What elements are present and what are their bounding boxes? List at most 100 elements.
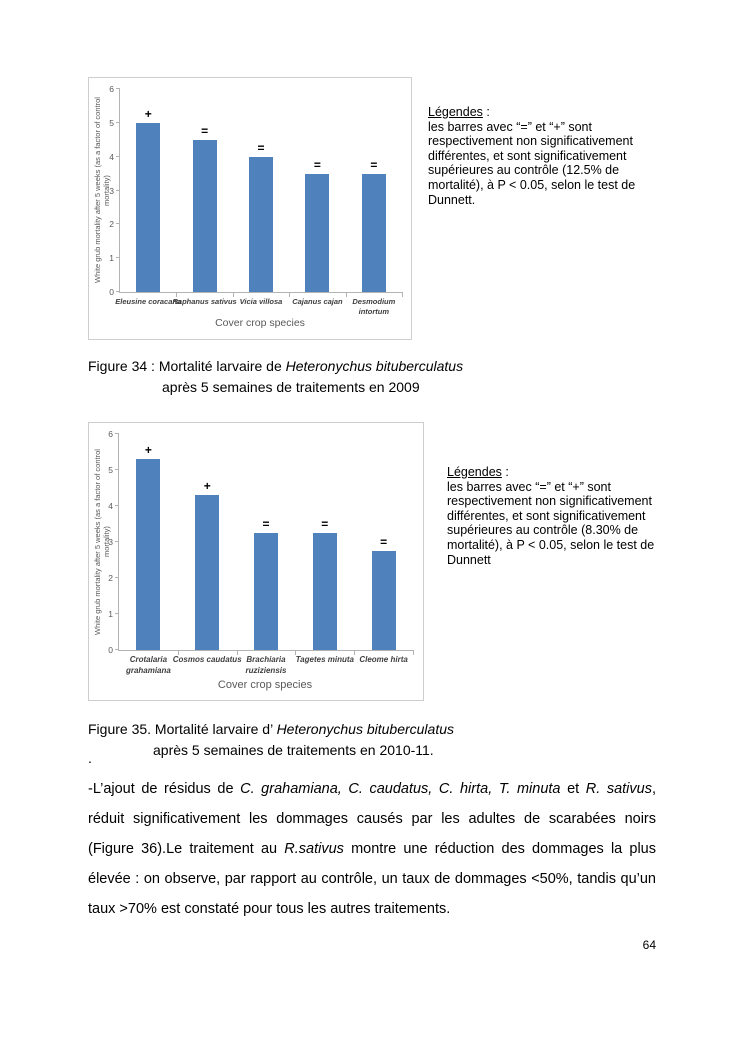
category-label: Vicia villosa	[225, 297, 297, 307]
y-tick-mark	[115, 505, 119, 507]
category-label: Crotalaria grahamiana	[111, 655, 186, 676]
bar-slot: = Cajanus cajan	[289, 89, 345, 306]
y-tick-mark	[116, 189, 120, 191]
bar	[192, 139, 217, 292]
caption-line-2: après 5 semaines de traitements en 2009	[162, 379, 420, 395]
bar-slot: + Crotalaria grahamiana	[119, 434, 178, 674]
bar-slot: = Vicia villosa	[233, 89, 289, 306]
bar	[249, 156, 274, 292]
y-tick-label: 1	[108, 609, 113, 620]
legend-line: supérieures au contrôle (12.5% de	[428, 163, 620, 178]
y-tick-label: 4	[108, 501, 113, 512]
y-tick-mark	[116, 155, 120, 157]
legend-line: Dunnett	[447, 552, 491, 567]
x-tick-mark	[413, 650, 414, 655]
significance-marker: =	[321, 517, 329, 531]
y-tick-label: 5	[108, 465, 113, 475]
y-tick-label: 6	[108, 429, 113, 439]
y-tick-label: 2	[108, 573, 113, 584]
x-tick-mark	[354, 650, 356, 655]
caption-line-1: Figure 34 : Mortalité larvaire de Hetero…	[88, 356, 463, 377]
y-tick-mark	[116, 121, 120, 123]
category-label: Cleome hirta	[346, 655, 421, 666]
category-label-line: Tagetes minuta	[295, 655, 354, 664]
species-name-italic: Heteronychus bituberculatus	[276, 721, 454, 737]
text-segment: Figure 34 : Mortalité larvaire de	[88, 358, 286, 374]
significance-marker: =	[380, 535, 388, 549]
bar	[361, 173, 386, 292]
significance-marker: +	[144, 443, 152, 458]
bar-slot: + Cosmos caudatus	[173, 434, 242, 664]
figure-35-chart: White grub mortality after 5 weeks (as a…	[88, 422, 424, 701]
y-tick-mark	[115, 649, 119, 650]
legend-line: mortalité), à P < 0.05, selon le test de	[428, 177, 636, 192]
y-tick-label: 0	[109, 287, 114, 297]
y-tick-mark	[116, 257, 120, 259]
category-label-line: Crotalaria	[129, 655, 168, 664]
category-label: Cajanus cajan	[281, 297, 353, 307]
category-label-line: Raphanus sativus	[172, 297, 237, 306]
y-tick-label: 5	[109, 117, 114, 128]
figure-34-legend: Légendes : les barres avec “=” et “+” so…	[428, 105, 660, 207]
y-tick-mark	[116, 223, 120, 225]
category-label-line: Cleome hirta	[359, 655, 408, 664]
body-paragraph: -L’ajout de résidus de C. grahamiana, C.…	[88, 774, 656, 924]
y-tick-mark	[115, 469, 119, 470]
category-label: Brachiaria ruziziensis	[228, 655, 303, 676]
figure-35-caption: Figure 35. Mortalité larvaire d’ Heteron…	[88, 719, 454, 761]
legend-line: différentes, et sont significativement	[428, 148, 627, 163]
bar	[371, 551, 396, 650]
x-tick-mark	[295, 650, 297, 655]
caption-line-2: après 5 semaines de traitements en 2010-…	[153, 742, 434, 758]
text-segment: et	[560, 781, 586, 797]
species-name-italic: R.sativus	[284, 841, 344, 857]
x-tick-mark	[236, 650, 238, 655]
bar-slot: + Eleusine coracana	[115, 89, 181, 306]
figure-34-chart: White grub mortality after 5 weeks (as a…	[88, 77, 412, 340]
significance-marker: +	[144, 106, 152, 121]
category-label-line: Vicia villosa	[239, 297, 283, 306]
species-name-italic: Heteronychus bituberculatus	[285, 358, 464, 374]
species-name-italic: C. grahamiana, C. caudatus, C. hirta, T.…	[240, 781, 561, 797]
category-label-line: Cajanus cajan	[292, 297, 343, 306]
x-tick-mark	[176, 292, 178, 297]
legend-title: Légendes	[428, 105, 483, 119]
y-tick-label: 2	[109, 219, 114, 230]
category-label: Cosmos caudatus	[170, 655, 245, 666]
category-label: Raphanus sativus	[169, 297, 241, 307]
x-tick-mark	[289, 292, 291, 297]
x-axis-title: Cover crop species	[215, 317, 305, 329]
bar	[195, 495, 220, 650]
legend-line: Dunnett.	[428, 192, 476, 207]
y-tick-label: 3	[109, 185, 114, 196]
species-name-italic: R. sativus	[585, 781, 652, 797]
bar-slot: = Tagetes minuta	[295, 434, 354, 664]
legend-title-suffix: :	[482, 105, 490, 119]
x-axis-title: Cover crop species	[217, 679, 313, 691]
bar-slot: = Desmodium intortum	[346, 89, 402, 316]
x-tick-mark	[177, 650, 179, 655]
y-tick-label: 3	[108, 537, 113, 547]
x-tick-mark	[402, 292, 403, 297]
category-label: Eleusine coracana	[112, 297, 184, 307]
y-tick-label: 1	[109, 253, 114, 264]
bar-slot: = Raphanus sativus	[173, 89, 237, 306]
bar	[136, 459, 161, 650]
text-segment: , réduit significativement les dommages …	[88, 781, 656, 857]
legend-line: les barres avec “=” et “+” sont	[447, 479, 611, 494]
text-segment: -L’ajout de résidus de	[88, 781, 241, 797]
caption-line-1: Figure 35. Mortalité larvaire d’ Heteron…	[88, 719, 454, 740]
text-segment: Figure 35. Mortalité larvaire d’	[88, 721, 277, 737]
bar	[136, 122, 161, 292]
legend-line: différentes, et sont significativement	[447, 508, 646, 523]
category-label: Tagetes minuta	[287, 655, 362, 666]
category-label-line: Desmodium	[352, 297, 396, 306]
y-tick-mark	[115, 613, 119, 615]
y-tick-label: 6	[109, 84, 114, 94]
plot-area: 0 1 2 3 4 5 6 + Eleusine coracana = Raphanus sativ…	[109, 84, 403, 316]
y-tick-label: 4	[109, 151, 114, 162]
category-label-line: Eleusine coracana	[115, 297, 182, 306]
figure-34-caption: Figure 34 : Mortalité larvaire de Hetero…	[88, 356, 463, 398]
legend-line: respectivement non significativement	[447, 494, 652, 509]
legend-line: mortalité), à P < 0.05, selon le test de	[447, 537, 655, 552]
